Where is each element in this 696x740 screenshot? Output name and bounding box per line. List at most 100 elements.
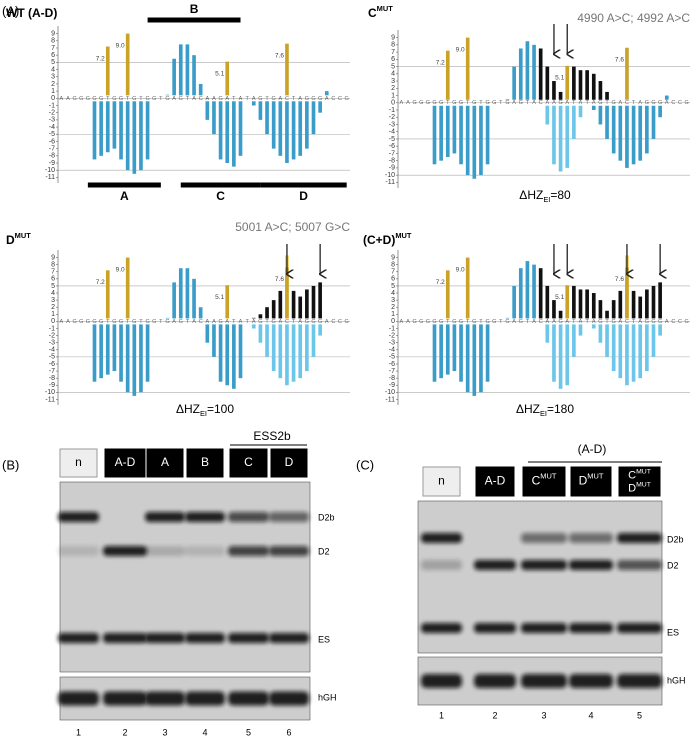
- bar: [605, 310, 609, 319]
- sequence-letter: G: [459, 100, 463, 106]
- sequence-letter: A: [325, 96, 329, 102]
- y-tick-label: -11: [385, 396, 395, 403]
- y-tick-label: 0: [51, 95, 55, 102]
- gel-band: [145, 691, 185, 706]
- text-part: EI: [200, 409, 207, 418]
- bar: [525, 261, 530, 319]
- y-tick-label: -10: [45, 389, 55, 396]
- bar: [618, 324, 623, 379]
- bar: [658, 282, 662, 319]
- lane-label: n: [75, 455, 82, 469]
- sequence-letter: G: [132, 96, 136, 102]
- bar: [278, 324, 283, 379]
- bar: [598, 300, 603, 319]
- sequence-letter: A: [565, 100, 569, 106]
- bar: [99, 101, 103, 156]
- sequence-letter: G: [558, 100, 562, 106]
- sequence-letter: T: [466, 100, 470, 106]
- bar: [591, 73, 596, 100]
- bar: [105, 324, 110, 375]
- band-label: D2: [667, 560, 679, 570]
- lane-label: A: [161, 455, 169, 469]
- y-tick-label: 1: [51, 88, 55, 95]
- bar: [598, 105, 603, 125]
- sequence-letter: A: [579, 100, 583, 106]
- lane-label: n: [438, 474, 445, 488]
- bar: [105, 101, 110, 153]
- value-label: 7.6: [615, 56, 624, 63]
- gel-band: [145, 633, 185, 643]
- lane-header: [570, 466, 612, 497]
- panel-label: (C): [356, 457, 374, 472]
- sequence-letter: G: [598, 100, 602, 106]
- y-tick-label: -4: [389, 129, 395, 136]
- lane-label: CMUT: [628, 469, 651, 482]
- value-label: 7.6: [615, 276, 624, 283]
- sequence-letter: A: [172, 319, 176, 325]
- band-label: ES: [318, 634, 330, 644]
- y-tick-label: 0: [391, 100, 395, 107]
- y-tick-label: 8: [51, 261, 55, 268]
- sequence-letter: A: [552, 319, 556, 325]
- y-tick-label: 6: [391, 276, 395, 283]
- sequence-letter: A: [252, 96, 256, 102]
- value-label: 7.2: [436, 59, 445, 66]
- lane-label: B: [201, 455, 209, 469]
- sequence-letter: A: [225, 319, 229, 325]
- sequence-letter: A: [205, 319, 209, 325]
- bar: [525, 41, 530, 100]
- gel-band: [269, 546, 309, 556]
- gel-band: [103, 633, 147, 643]
- sequence-letter: C: [331, 319, 335, 325]
- bar: [324, 91, 329, 96]
- bar: [218, 324, 223, 382]
- bar: [572, 285, 576, 319]
- lane-group-label: ESS2b: [253, 429, 291, 443]
- y-tick-label: 4: [391, 290, 395, 297]
- y-tick-label: 8: [51, 38, 55, 45]
- gel-band: [103, 546, 147, 556]
- sequence-letter: C: [285, 96, 289, 102]
- y-tick-label: -11: [45, 396, 55, 403]
- bar: [465, 37, 470, 100]
- bar: [298, 324, 303, 379]
- sequence-letter: T: [265, 319, 269, 325]
- bar: [285, 267, 289, 319]
- y-tick-label: -1: [389, 107, 395, 114]
- sequence-letter: A: [212, 96, 216, 102]
- gel-band: [569, 533, 613, 543]
- sequence-letter: A: [512, 100, 516, 106]
- y-tick-label: 4: [51, 66, 55, 73]
- lane-header: [104, 448, 146, 478]
- sequence-letter: C: [199, 319, 203, 325]
- bar: [459, 324, 463, 382]
- y-tick-label: -9: [389, 382, 395, 389]
- sequence-letter: G: [426, 319, 430, 325]
- lane-number: 1: [76, 727, 81, 737]
- text-part: C: [368, 6, 377, 20]
- bar: [305, 289, 309, 319]
- bar: [645, 324, 649, 372]
- gel-band: [228, 691, 269, 706]
- text-part: MUT: [15, 231, 32, 240]
- bar: [192, 278, 196, 319]
- bar: [165, 94, 170, 96]
- sequence-letter: T: [139, 319, 143, 325]
- bar: [132, 101, 137, 174]
- text-part: C: [628, 469, 636, 481]
- sequence-letter: T: [446, 100, 450, 106]
- sequence-letter: G: [112, 96, 116, 102]
- lane-number: 4: [588, 710, 593, 720]
- bar: [645, 289, 649, 319]
- sequence-letter: G: [505, 319, 509, 325]
- y-tick-label: 9: [51, 30, 55, 37]
- region-bar: [180, 182, 261, 188]
- y-tick-label: 0: [391, 318, 395, 325]
- y-tick-label: 3: [391, 78, 395, 85]
- text-part: WT (A-D): [6, 6, 57, 20]
- sequence-letter: A: [638, 319, 642, 325]
- value-label: 5.1: [215, 294, 224, 301]
- sequence-letter: G: [492, 100, 496, 106]
- sequence-letter: G: [598, 319, 602, 325]
- y-tick-label: 0: [51, 318, 55, 325]
